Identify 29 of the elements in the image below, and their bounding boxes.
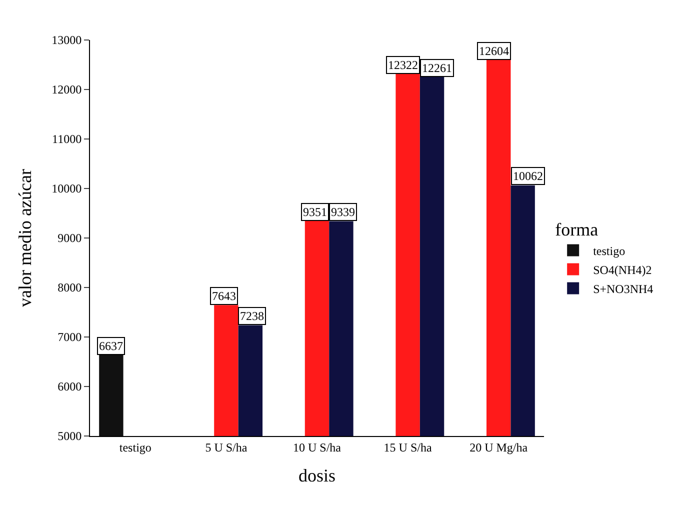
legend-title: forma [555,220,598,240]
data-label: 7238 [240,309,264,323]
x-tick-label: testigo [119,440,152,454]
x-tick-label: 20 U Mg/ha [470,440,528,454]
y-tick-label: 12000 [52,82,82,97]
y-tick-label: 9000 [58,231,82,246]
y-tick-label: 6000 [58,380,82,394]
legend-label: SO4(NH4)2 [593,262,652,277]
y-tick-label: 11000 [52,132,82,146]
y-tick-label: 13000 [52,33,82,48]
data-label: 9339 [331,205,355,219]
legend-label: S+NO3NH4 [593,282,654,296]
data-label: 9351 [303,205,327,219]
x-tick-label: 15 U S/ha [384,440,432,454]
y-axis-title: valor medio azúcar [14,169,35,307]
x-tick-label: 10 U S/ha [293,440,342,454]
x-tick-label: 5 U S/ha [205,440,248,454]
y-tick-label: 5000 [58,429,82,444]
data-label: 10062 [513,169,543,183]
data-label: 12261 [422,61,452,75]
legend-label: testigo [593,244,626,258]
data-label: 12322 [388,58,418,72]
y-tick-label: 8000 [58,280,82,295]
x-axis-title: dosis [298,466,336,486]
data-label: 7643 [212,289,236,303]
data-label: 12604 [479,44,509,58]
data-label: 6637 [99,339,123,353]
y-tick-label: 7000 [58,330,82,344]
y-tick-label: 10000 [52,182,82,196]
